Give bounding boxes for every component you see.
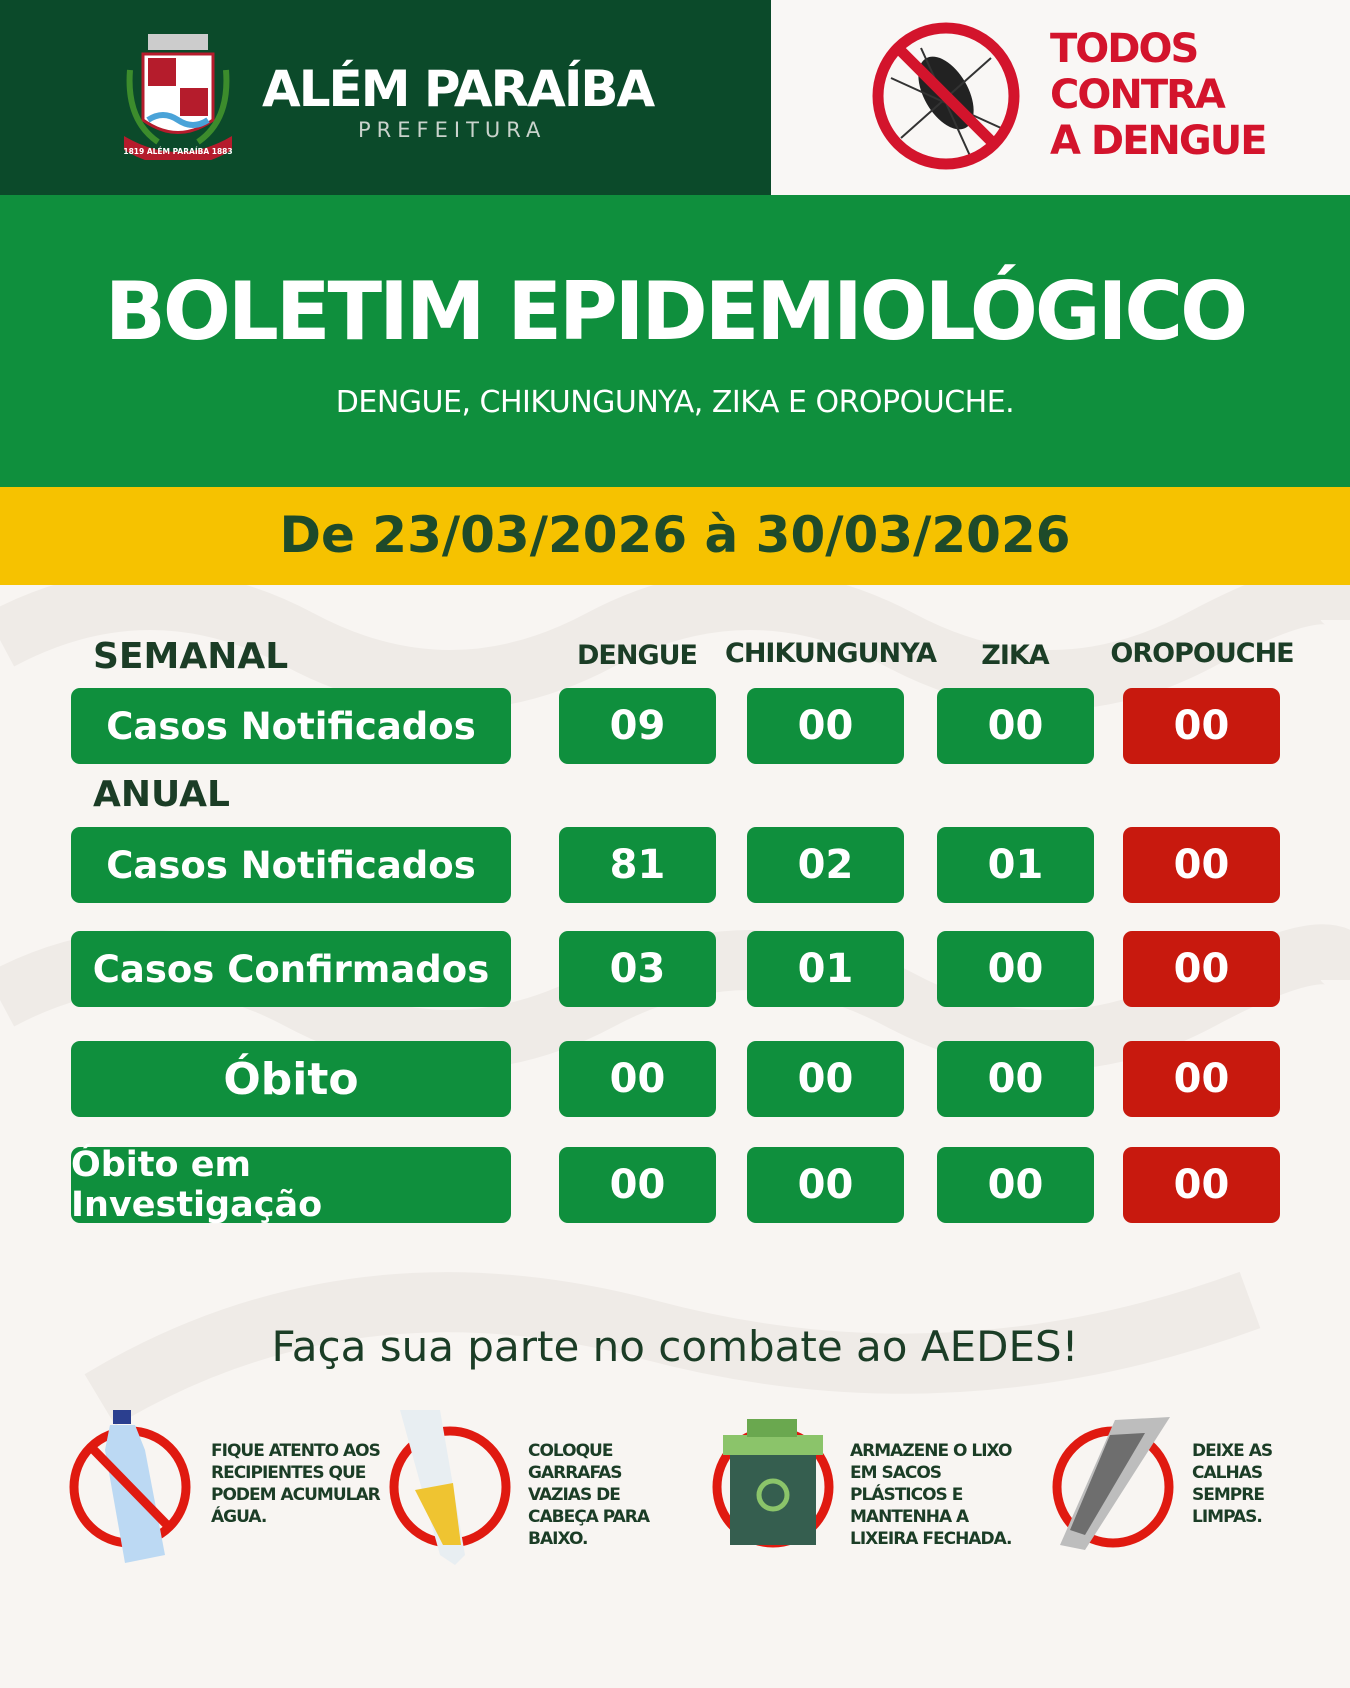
- period-text: De 23/03/2026 à 30/03/2026: [279, 506, 1071, 564]
- row-label-deaths-under-investigation: Óbito em Investigação: [71, 1145, 511, 1225]
- value-annual-notified-oropouche: 00: [1123, 827, 1280, 903]
- campaign-line-2: CONTRA: [1050, 72, 1226, 118]
- page-title: BOLETIM EPIDEMIOLÓGICO: [104, 265, 1248, 358]
- upside-down-bottle-icon: [389, 1410, 511, 1565]
- value-deaths-oropouche: 00: [1123, 1041, 1280, 1117]
- value-weekly-notified-chikungunya: 00: [747, 688, 904, 764]
- col-header-chikungunya: CHIKUNGUNYA: [725, 638, 937, 669]
- value-annual-notified-dengue: 81: [559, 827, 716, 903]
- section-weekly: SEMANAL: [93, 636, 289, 677]
- col-header-zika: ZIKA: [981, 640, 1049, 671]
- row-label-deaths: Óbito: [71, 1041, 511, 1117]
- tip-text-1: FIQUE ATENTO AOS RECIPIENTES QUE PODEM A…: [211, 1441, 381, 1527]
- crest-ribbon-text: 1819 ALÉM PARAÍBA 1883: [123, 147, 232, 156]
- row-label-annual-confirmed: Casos Confirmados: [71, 931, 511, 1007]
- value-deaths-under-investigation-chikungunya: 00: [747, 1147, 904, 1223]
- plastic-bottle-icon: [69, 1410, 191, 1563]
- tip-text-2: COLOQUE GARRAFAS VAZIAS DE CABEÇA PARA B…: [528, 1441, 650, 1549]
- value-weekly-notified-oropouche: 00: [1123, 688, 1280, 764]
- value-annual-confirmed-chikungunya: 01: [747, 931, 904, 1007]
- city-crest-logo: 1819 ALÉM PARAÍBA 1883: [123, 34, 233, 160]
- value-annual-confirmed-zika: 00: [937, 931, 1094, 1007]
- row-label-weekly-notified: Casos Notificados: [71, 688, 511, 764]
- trash-bin-icon: [712, 1419, 834, 1548]
- value-deaths-zika: 00: [937, 1041, 1094, 1117]
- campaign-panel: TODOS CONTRA A DENGUE: [771, 0, 1350, 195]
- value-weekly-notified-zika: 00: [937, 688, 1094, 764]
- campaign-line-3: A DENGUE: [1050, 118, 1268, 164]
- campaign-line-1: TODOS: [1050, 26, 1199, 72]
- value-deaths-chikungunya: 00: [747, 1041, 904, 1117]
- tip-text-3: ARMAZENE O LIXO EM SACOS PLÁSTICOS E MAN…: [850, 1441, 1013, 1549]
- tip-text-4: DEIXE AS CALHAS SEMPRE LIMPAS.: [1192, 1441, 1273, 1527]
- value-deaths-under-investigation-zika: 00: [937, 1147, 1094, 1223]
- header-city-panel: 1819 ALÉM PARAÍBA 1883 ALÉM PARAÍBA PREF…: [0, 0, 771, 195]
- value-annual-notified-chikungunya: 02: [747, 827, 904, 903]
- col-header-oropouche: OROPOUCHE: [1110, 638, 1294, 669]
- value-deaths-under-investigation-dengue: 00: [559, 1147, 716, 1223]
- period-band: [0, 487, 1350, 585]
- city-name: ALÉM PARAÍBA: [262, 60, 655, 118]
- value-annual-notified-zika: 01: [937, 827, 1094, 903]
- gutter-icon: [1052, 1417, 1174, 1550]
- city-subtitle: PREFEITURA: [358, 118, 547, 142]
- value-annual-confirmed-dengue: 03: [559, 931, 716, 1007]
- row-label-annual-notified: Casos Notificados: [71, 827, 511, 903]
- value-annual-confirmed-oropouche: 00: [1123, 931, 1280, 1007]
- slogan: Faça sua parte no combate ao AEDES!: [271, 1322, 1079, 1371]
- value-deaths-dengue: 00: [559, 1041, 716, 1117]
- no-mosquito-icon: [872, 22, 1020, 170]
- section-annual: ANUAL: [93, 774, 230, 815]
- value-weekly-notified-dengue: 09: [559, 688, 716, 764]
- col-header-dengue: DENGUE: [577, 640, 698, 671]
- value-deaths-under-investigation-oropouche: 00: [1123, 1147, 1280, 1223]
- page-subtitle: DENGUE, CHIKUNGUNYA, ZIKA E OROPOUCHE.: [335, 385, 1015, 420]
- title-banner: [0, 195, 1350, 487]
